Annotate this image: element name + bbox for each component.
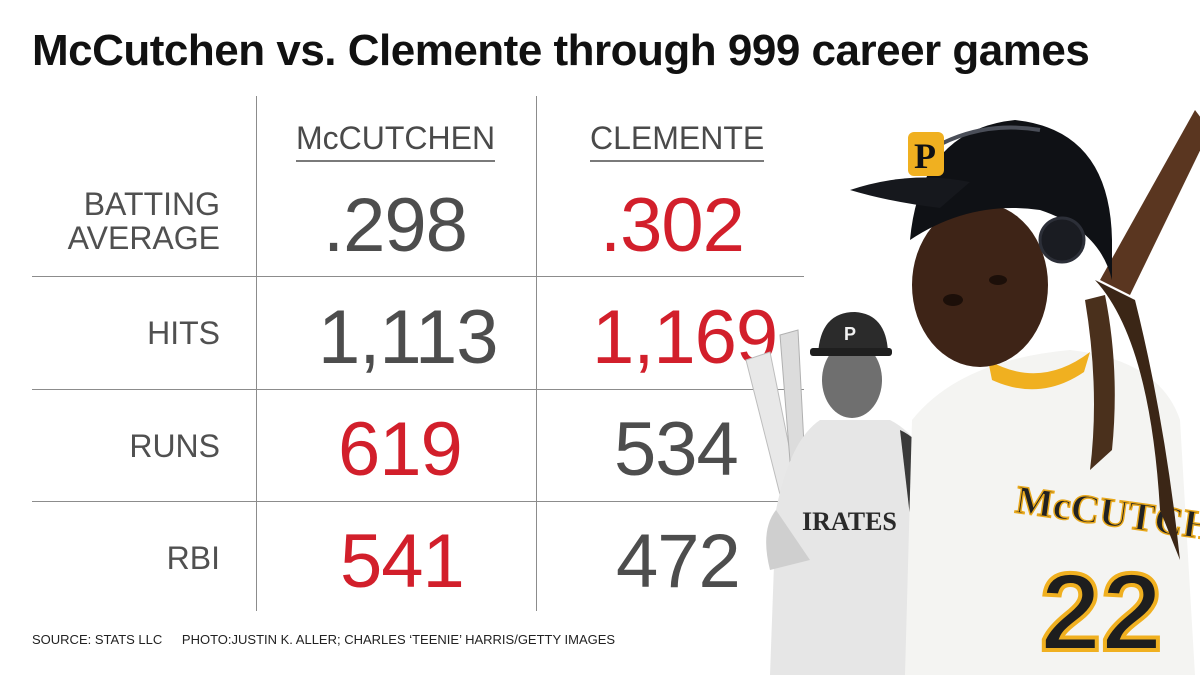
svg-text:P: P — [914, 136, 936, 176]
value-mccutchen-hits: 1,113 — [318, 295, 499, 380]
row-label-runs: RUNS — [129, 428, 220, 464]
column-divider-right — [536, 96, 537, 611]
row-label-rbi: RBI — [166, 540, 220, 576]
row-label-hits: HITS — [147, 315, 220, 351]
svg-text:IRATES: IRATES — [802, 507, 897, 536]
source-credit: SOURCE: STATS LLC — [32, 632, 163, 647]
row-divider-2 — [32, 389, 804, 390]
column-header-clemente: CLEMENTE — [590, 120, 765, 162]
players-photo: IRATES P McCUTCH 22 P — [745, 110, 1200, 675]
svg-text:22: 22 — [1040, 551, 1162, 674]
row-divider-3 — [32, 501, 804, 502]
value-clemente-rbi: 472 — [616, 519, 741, 604]
row-label-batting-average: BATTING AVERAGE — [68, 187, 220, 255]
value-clemente-batting-average: .302 — [600, 183, 745, 268]
row-label-line: BATTING — [83, 186, 220, 222]
column-divider-left — [256, 96, 257, 611]
photo-credit: PHOTO:JUSTIN K. ALLER; CHARLES ‘TEENIE’ … — [181, 632, 616, 647]
value-mccutchen-rbi: 541 — [340, 519, 465, 604]
value-clemente-runs: 534 — [614, 407, 739, 492]
row-divider-1 — [32, 276, 804, 277]
row-label-line: AVERAGE — [67, 220, 220, 256]
chart-title: McCutchen vs. Clemente through 999 caree… — [32, 26, 1090, 75]
value-mccutchen-batting-average: .298 — [323, 183, 468, 268]
svg-text:P: P — [844, 324, 856, 344]
column-header-mccutchen: McCUTCHEN — [296, 120, 496, 162]
value-mccutchen-runs: 619 — [338, 407, 463, 492]
footer-credits: SOURCE: STATS LLC PHOTO:JUSTIN K. ALLER;… — [32, 632, 631, 647]
